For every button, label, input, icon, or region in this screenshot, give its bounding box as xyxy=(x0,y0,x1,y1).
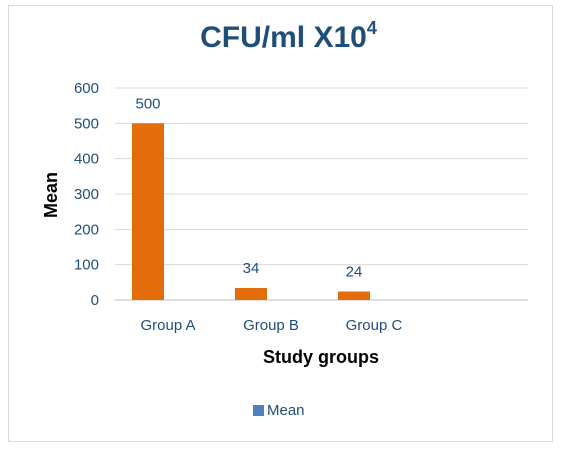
y-tick-label: 200 xyxy=(74,221,99,238)
legend-label: Mean xyxy=(267,402,305,419)
chart-title-text: CFU/ml X10 xyxy=(200,21,367,54)
x-tick-label: Group C xyxy=(346,317,403,334)
y-axis-title: Mean xyxy=(41,172,61,218)
y-tick-label: 600 xyxy=(74,80,99,97)
bar xyxy=(235,287,267,300)
x-axis-title: Study groups xyxy=(263,347,379,367)
chart-frame xyxy=(8,5,553,442)
data-label: 24 xyxy=(346,264,363,281)
y-tick-label: 0 xyxy=(91,292,99,309)
y-tick-label: 100 xyxy=(74,257,99,274)
data-label: 500 xyxy=(135,95,160,112)
chart-title: CFU/ml X104 xyxy=(0,18,577,55)
x-tick-label: Group B xyxy=(243,317,299,334)
data-label: 34 xyxy=(243,260,260,277)
bar xyxy=(132,123,164,300)
legend: Mean xyxy=(253,402,305,419)
y-tick-label: 300 xyxy=(74,186,99,203)
y-tick-label: 400 xyxy=(74,151,99,168)
chart-title-exponent: 4 xyxy=(366,18,377,38)
legend-swatch xyxy=(253,405,264,416)
x-tick-label: Group A xyxy=(140,317,195,334)
bar xyxy=(338,291,370,300)
y-tick-label: 500 xyxy=(74,115,99,132)
